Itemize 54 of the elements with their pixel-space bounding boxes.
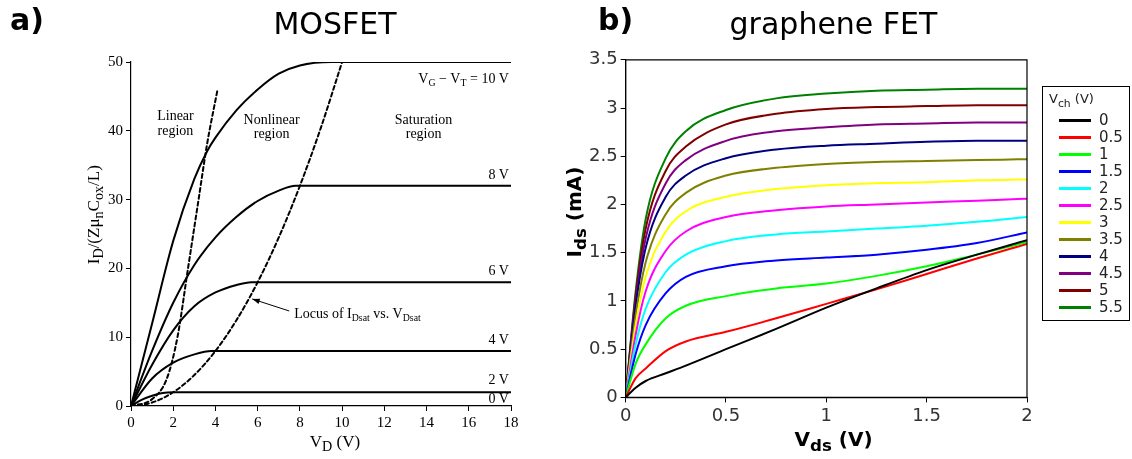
legend-label: 2.5 — [1099, 196, 1123, 215]
y-tick-label: 1 — [606, 288, 618, 310]
y-tick-label: 50 — [108, 52, 123, 69]
x-tick-label: 16 — [461, 413, 477, 430]
x-tick-label: 0.5 — [711, 403, 741, 425]
x-tick-label: 2 — [169, 413, 177, 430]
legend-label: 2 — [1099, 179, 1109, 198]
legend-label: 1.5 — [1099, 162, 1123, 181]
y-tick-label: 10 — [108, 328, 123, 345]
legend-label: 5.5 — [1099, 298, 1123, 317]
x-tick-label: 1.5 — [912, 403, 941, 425]
annotation: Saturation region — [394, 111, 453, 142]
y-tick-label: 2.5 — [588, 143, 618, 165]
x-tick-label: 12 — [376, 413, 392, 430]
annotation: Nonlinear region — [243, 111, 300, 142]
y-tick-label: 1.5 — [588, 240, 618, 262]
text: a) — [10, 2, 44, 37]
annotation: 0 V — [488, 390, 509, 406]
y-tick-label: 30 — [108, 190, 123, 207]
chart-title: graphene FET — [729, 6, 938, 41]
annotation: Linear region — [157, 108, 195, 138]
x-tick-label: 10 — [334, 413, 350, 430]
x-tick-label: 0 — [127, 413, 135, 430]
chart-title: MOSFET — [272, 6, 398, 41]
y-tick-label: 40 — [108, 121, 123, 138]
legend-label: 4.5 — [1099, 264, 1123, 283]
legend-label: 0 — [1099, 111, 1109, 130]
legend-label: 4 — [1099, 247, 1109, 266]
annotation: 4 V — [488, 331, 509, 347]
x-tick-label: 8 — [296, 413, 304, 430]
x-tick-label: 14 — [419, 413, 435, 430]
legend-label: 5 — [1099, 281, 1109, 300]
y-tick-label: 3.5 — [588, 47, 618, 69]
x-axis-title: V$_{D}$ (V) — [308, 432, 362, 456]
y-tick-label: 20 — [108, 259, 123, 276]
text: b) — [598, 2, 634, 37]
x-tick-label: 2 — [1021, 403, 1033, 425]
y-tick-label: 0.5 — [588, 336, 618, 358]
annotation: 6 V — [488, 262, 509, 278]
legend-label: 0.5 — [1099, 128, 1123, 147]
annotation: 2 V — [488, 372, 509, 388]
y-tick-label: 3 — [606, 95, 618, 117]
legend-label: 3 — [1099, 213, 1109, 232]
x-tick-label: 18 — [503, 413, 519, 430]
x-tick-label: 4 — [211, 413, 220, 430]
legend-title: V$_{ch}$ (V) — [1049, 91, 1095, 110]
legend-label: 3.5 — [1099, 230, 1123, 249]
x-axis-title: V$_{ds}$ (V) — [793, 427, 874, 455]
x-tick-label: 6 — [253, 413, 262, 430]
legend-label: 1 — [1099, 145, 1109, 164]
y-tick-label: 2 — [606, 192, 618, 214]
annotation: 8 V — [488, 166, 509, 182]
y-tick-label: 0 — [606, 385, 618, 407]
x-tick-label: 1 — [820, 403, 833, 425]
